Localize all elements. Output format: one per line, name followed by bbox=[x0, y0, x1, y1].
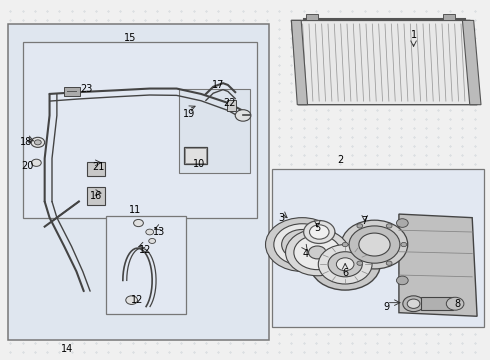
Bar bbox=[227, 100, 236, 111]
Text: 1: 1 bbox=[411, 30, 416, 40]
Circle shape bbox=[294, 235, 341, 270]
Bar bbox=[272, 169, 485, 327]
Bar bbox=[23, 42, 257, 218]
Circle shape bbox=[134, 220, 144, 226]
Circle shape bbox=[342, 242, 348, 247]
Circle shape bbox=[341, 220, 408, 269]
Circle shape bbox=[286, 229, 349, 276]
Circle shape bbox=[359, 233, 390, 256]
Circle shape bbox=[318, 244, 372, 284]
Polygon shape bbox=[399, 214, 477, 316]
Bar bbox=[64, 87, 80, 96]
Text: 17: 17 bbox=[212, 80, 224, 90]
Circle shape bbox=[357, 261, 363, 265]
Polygon shape bbox=[463, 21, 481, 105]
Circle shape bbox=[403, 296, 424, 312]
Circle shape bbox=[310, 238, 380, 290]
Text: 12: 12 bbox=[131, 295, 144, 305]
Text: 10: 10 bbox=[193, 159, 205, 169]
Text: 22: 22 bbox=[223, 98, 236, 108]
Circle shape bbox=[266, 218, 339, 271]
Circle shape bbox=[309, 246, 326, 259]
Bar bbox=[306, 14, 318, 21]
Bar bbox=[106, 216, 186, 315]
Circle shape bbox=[386, 224, 392, 228]
Text: 19: 19 bbox=[183, 109, 195, 119]
Circle shape bbox=[386, 261, 392, 265]
Bar bbox=[184, 147, 207, 164]
Text: 12: 12 bbox=[139, 245, 151, 255]
Circle shape bbox=[310, 225, 329, 239]
Text: 16: 16 bbox=[90, 191, 102, 201]
Text: 4: 4 bbox=[303, 248, 309, 258]
Text: 9: 9 bbox=[384, 302, 390, 312]
Circle shape bbox=[357, 224, 363, 228]
Bar bbox=[8, 24, 270, 339]
Circle shape bbox=[290, 235, 315, 253]
Circle shape bbox=[328, 252, 362, 277]
Circle shape bbox=[407, 299, 420, 309]
Text: 13: 13 bbox=[153, 227, 166, 237]
Circle shape bbox=[235, 110, 251, 121]
Text: 14: 14 bbox=[61, 343, 73, 354]
Polygon shape bbox=[292, 21, 477, 105]
Circle shape bbox=[31, 137, 45, 147]
Circle shape bbox=[126, 296, 138, 305]
Polygon shape bbox=[292, 21, 308, 105]
Circle shape bbox=[304, 221, 335, 243]
Circle shape bbox=[274, 224, 331, 265]
Circle shape bbox=[396, 219, 408, 227]
Text: 15: 15 bbox=[124, 33, 136, 43]
Text: 5: 5 bbox=[314, 224, 320, 233]
Text: 23: 23 bbox=[80, 84, 93, 94]
Circle shape bbox=[336, 258, 354, 271]
Bar bbox=[443, 14, 455, 21]
Text: 8: 8 bbox=[455, 299, 461, 309]
Circle shape bbox=[146, 229, 154, 235]
Text: 11: 11 bbox=[129, 206, 141, 216]
Bar bbox=[87, 187, 105, 205]
Bar bbox=[185, 148, 206, 163]
Circle shape bbox=[282, 229, 323, 260]
Circle shape bbox=[31, 159, 41, 166]
Circle shape bbox=[149, 238, 156, 243]
Text: 3: 3 bbox=[279, 213, 285, 222]
Text: 6: 6 bbox=[342, 268, 348, 278]
Text: 21: 21 bbox=[92, 162, 104, 172]
Bar bbox=[179, 89, 250, 173]
Circle shape bbox=[396, 276, 408, 285]
Circle shape bbox=[296, 240, 308, 249]
Circle shape bbox=[34, 140, 41, 145]
Circle shape bbox=[401, 242, 407, 247]
Text: 7: 7 bbox=[362, 216, 368, 226]
Circle shape bbox=[349, 226, 400, 263]
Text: 20: 20 bbox=[22, 161, 34, 171]
Circle shape bbox=[446, 297, 464, 310]
Text: 2: 2 bbox=[337, 155, 343, 165]
Bar bbox=[421, 297, 453, 310]
Text: 18: 18 bbox=[20, 138, 32, 147]
Bar bbox=[87, 162, 105, 176]
